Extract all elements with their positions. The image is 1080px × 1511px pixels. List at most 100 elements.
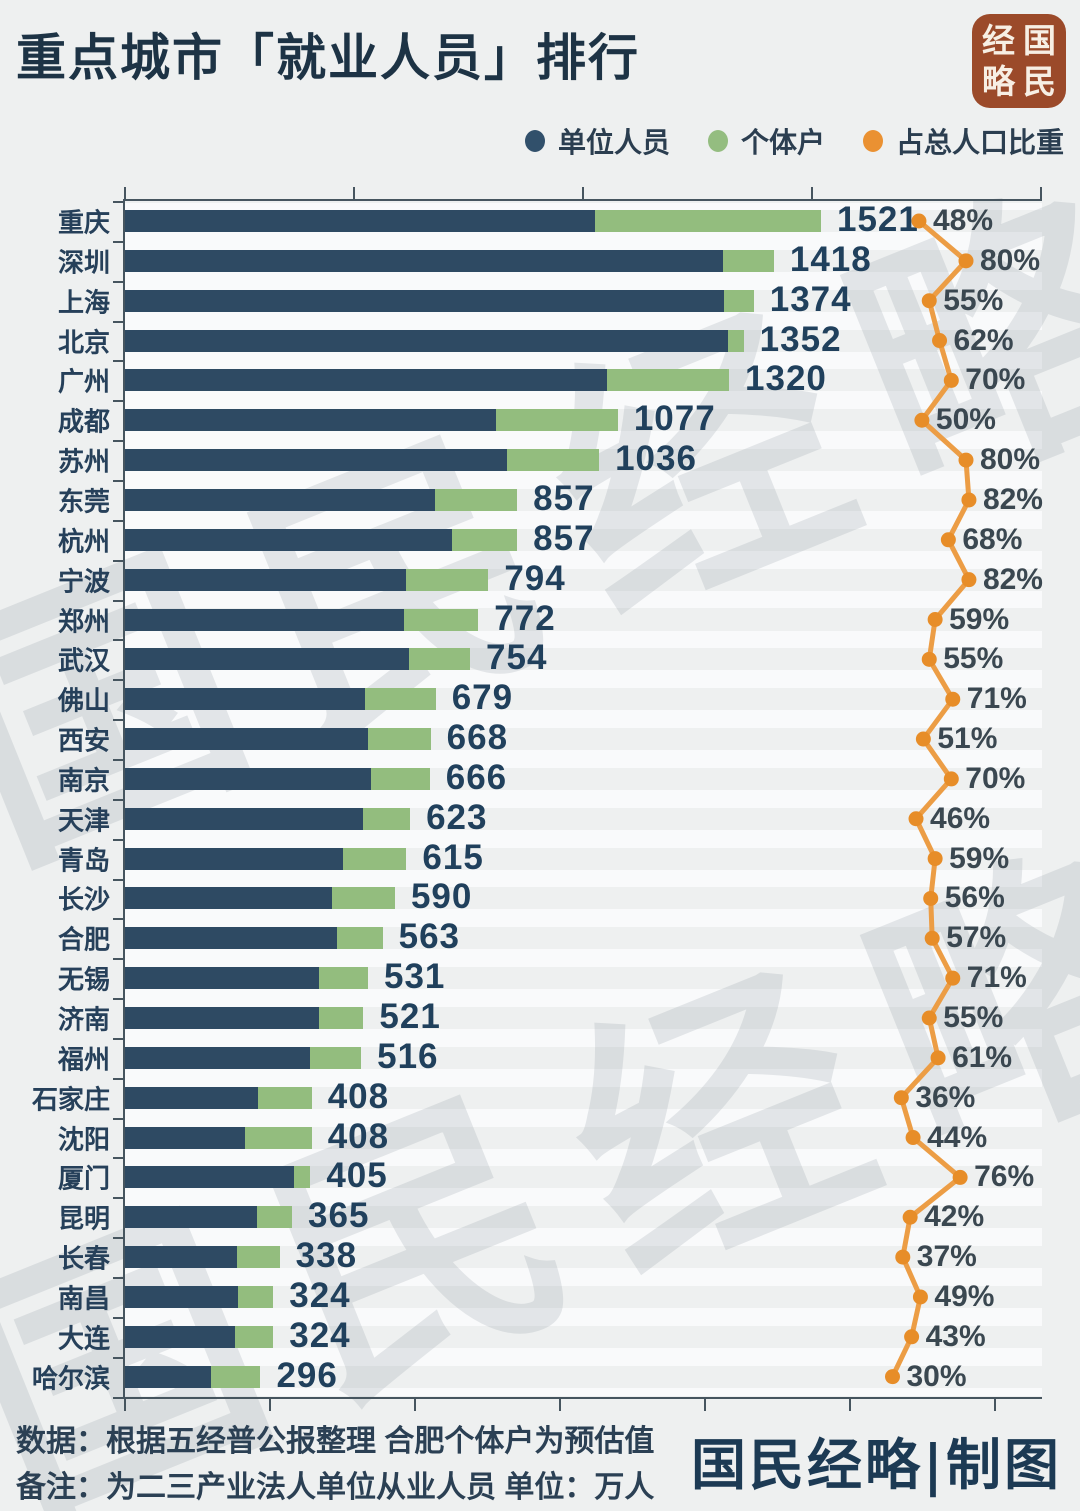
total-value-label: 405 xyxy=(326,1156,388,1196)
percent-point xyxy=(905,1130,921,1146)
bar-segment-individual xyxy=(293,1166,311,1189)
percent-point xyxy=(945,691,961,707)
bar-segment-unit xyxy=(125,1086,259,1109)
total-value-label: 563 xyxy=(398,917,461,957)
row-stripe xyxy=(125,909,1042,928)
percent-point xyxy=(921,293,937,309)
x-axis-top xyxy=(125,199,1042,201)
y-axis-tick xyxy=(113,240,123,243)
percent-label: 50% xyxy=(935,403,996,437)
row-stripe xyxy=(125,949,1042,968)
category-label: 大连 xyxy=(57,1323,110,1354)
percent-label: 71% xyxy=(966,682,1027,716)
bar-segment-individual xyxy=(507,449,600,472)
percent-point xyxy=(952,1169,968,1185)
percent-label: 70% xyxy=(965,761,1026,795)
bar-segment-individual xyxy=(362,807,411,830)
percent-label: 76% xyxy=(974,1160,1035,1194)
legend-dot-icon xyxy=(524,130,545,152)
category-label: 武汉 xyxy=(57,645,110,676)
row-stripe xyxy=(125,989,1042,1007)
footer-remark-note: 备注：为二三产业法人单位从业人员 单位：万人 xyxy=(16,1471,655,1504)
x-axis-tick xyxy=(811,187,813,199)
x-axis-tick xyxy=(559,1399,561,1411)
total-value-label: 772 xyxy=(494,598,556,638)
category-label: 石家庄 xyxy=(31,1084,110,1115)
category-label: 厦门 xyxy=(57,1163,110,1194)
y-axis-tick xyxy=(113,201,123,204)
bar-segment-individual xyxy=(319,1007,364,1029)
percent-label: 46% xyxy=(930,801,991,835)
y-axis-tick xyxy=(113,440,123,443)
bar-segment-unit xyxy=(125,1246,237,1269)
percent-label: 37% xyxy=(916,1240,977,1274)
x-axis-tick xyxy=(1040,187,1042,199)
bar-segment-individual xyxy=(367,728,431,751)
x-axis-tick xyxy=(124,1399,126,1411)
y-axis-tick xyxy=(113,1037,123,1040)
y-axis-tick xyxy=(113,758,123,761)
percent-label: 51% xyxy=(937,722,998,756)
percent-label: 44% xyxy=(927,1120,988,1154)
total-value-label: 338 xyxy=(295,1236,358,1276)
bar-segment-unit xyxy=(125,1166,294,1189)
percent-point xyxy=(895,1249,911,1265)
bar-segment-individual xyxy=(256,1206,293,1229)
total-value-label: 590 xyxy=(410,877,473,917)
percent-label: 55% xyxy=(943,1001,1004,1034)
bar-segment-unit xyxy=(125,1365,212,1388)
total-value-label: 324 xyxy=(289,1315,351,1355)
y-axis-tick xyxy=(113,1356,123,1359)
total-value-label: 408 xyxy=(327,1076,390,1116)
y-axis-tick xyxy=(113,1277,123,1280)
bar-segment-unit xyxy=(125,1285,239,1308)
category-label: 杭州 xyxy=(57,526,110,557)
category-label: 上海 xyxy=(57,287,110,318)
total-value-label: 296 xyxy=(276,1355,338,1395)
percent-label: 56% xyxy=(944,881,1005,915)
total-value-label: 1320 xyxy=(745,359,827,399)
bar-segment-individual xyxy=(723,289,754,312)
total-value-label: 1418 xyxy=(789,240,872,280)
percent-label: 59% xyxy=(949,841,1010,875)
category-label: 广州 xyxy=(57,366,110,397)
row-stripe xyxy=(125,789,1042,808)
bar-segment-individual xyxy=(309,1046,362,1069)
total-value-label: 324 xyxy=(289,1276,351,1316)
bar-segment-unit xyxy=(125,847,343,870)
category-label: 西安 xyxy=(57,725,110,756)
total-value-label: 521 xyxy=(379,997,441,1037)
percent-label: 61% xyxy=(952,1040,1013,1074)
row-stripe xyxy=(125,271,1042,290)
legend-dot-icon xyxy=(862,130,883,152)
row-stripe xyxy=(125,1188,1042,1207)
bar-segment-unit xyxy=(125,528,453,551)
bar-segment-unit xyxy=(125,488,435,511)
row-stripe xyxy=(125,1268,1042,1286)
percent-point xyxy=(923,890,939,906)
percent-label: 82% xyxy=(982,482,1043,516)
percent-label: 30% xyxy=(906,1359,967,1393)
total-value-label: 408 xyxy=(327,1116,390,1156)
x-axis-bottom xyxy=(125,1397,1042,1399)
percent-point xyxy=(958,253,974,269)
x-axis-tick xyxy=(994,1399,996,1411)
category-label: 昆明 xyxy=(57,1203,110,1234)
row-stripe xyxy=(125,471,1042,489)
category-label: 北京 xyxy=(57,327,110,358)
percent-label: 42% xyxy=(924,1200,985,1234)
category-label: 青岛 xyxy=(57,845,110,876)
percent-point xyxy=(961,572,977,588)
bar-segment-individual xyxy=(434,488,518,511)
x-axis-tick xyxy=(704,1399,706,1411)
bar-segment-individual xyxy=(319,967,368,990)
y-axis-tick xyxy=(113,719,123,722)
category-label: 佛山 xyxy=(57,685,110,716)
bar-segment-individual xyxy=(336,927,383,950)
bar-segment-individual xyxy=(258,1086,312,1109)
percent-point xyxy=(943,372,959,388)
category-label: 南昌 xyxy=(57,1283,110,1314)
percent-label: 49% xyxy=(934,1279,995,1313)
